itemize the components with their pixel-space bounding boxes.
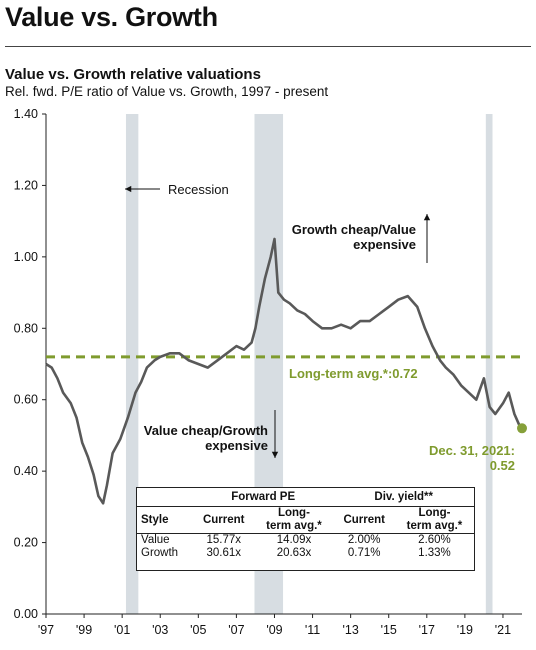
row-dy-avg: 2.60% [394,533,474,547]
x-tick-label: '03 [152,623,168,637]
growth-cheap-arrow-head [423,214,431,221]
dy-long-term-header-line2: term avg.* [406,520,463,532]
pe-current-header: Current [192,506,255,534]
value-cheap-line1: Value cheap/Growth [143,423,268,438]
table-row: Growth 30.61x 20.63x 0.71% 1.33% [137,547,474,560]
title-divider [5,46,531,47]
x-tick-label: '07 [228,623,244,637]
row-dy-avg: 1.33% [418,547,451,559]
recession-band [485,114,493,614]
dy-long-term-header-line1: Long- [418,507,451,519]
row-pe-avg: 14.09x [254,533,334,547]
x-tick-label: '09 [266,623,282,637]
end-label-line2: 0.52 [489,458,515,473]
row-dy-current: 2.00% [333,533,395,547]
recession-band [125,114,139,614]
x-tick-label: '99 [76,623,92,637]
table-column-header-row: Style Current Long- term avg.* Current L… [137,506,474,534]
end-label-line1: Dec. 31, 2021: [428,443,515,458]
value-cheap-line2: expensive [205,438,268,453]
table-group-header-row: Forward PE Div. yield** [137,488,474,507]
y-tick-label: 0.20 [14,536,38,550]
pe-long-term-header-line1: Long- [277,507,310,519]
value-cheap-arrow-head [271,451,279,458]
pe-long-term-header-line2: term avg.* [266,520,322,532]
row-style: Growth [141,547,179,559]
end-point-marker [517,423,527,434]
value-cheap-label: Value cheap/Growth expensive [140,423,268,453]
y-tick-label: 0.00 [14,607,38,621]
x-tick-label: '05 [190,623,206,637]
x-tick-label: '17 [419,623,435,637]
x-tick-label: '19 [457,623,473,637]
pe-long-term-header: Long- term avg.* [254,506,334,534]
forward-pe-header: Forward PE [231,491,296,503]
chart-title: Value vs. Growth relative valuations [5,66,261,83]
div-yield-header: Div. yield** [374,491,434,503]
table-row: Value 15.77x 14.09x 2.00% 2.60% [137,533,474,547]
long-term-avg-label: Long-term avg.*:0.72 [289,366,418,381]
x-tick-label: '97 [38,623,54,637]
recession-arrow-head [125,185,132,193]
y-tick-label: 0.40 [14,464,38,478]
x-tick-label: '13 [342,623,358,637]
x-tick-label: '01 [114,623,130,637]
growth-cheap-label: Growth cheap/Value expensive [288,222,416,252]
chart-subtitle: Rel. fwd. P/E ratio of Value vs. Growth,… [5,84,329,99]
growth-cheap-line1: Growth cheap/Value [291,222,416,237]
x-tick-label: '15 [381,623,397,637]
row-pe-current: 30.61x [206,547,241,559]
row-pe-avg: 20.63x [276,547,312,559]
y-tick-label: 0.80 [14,321,38,335]
row-pe-current: 15.77x [192,533,255,547]
series-line [45,237,524,505]
valuation-table: Forward PE Div. yield** Style Current Lo… [136,487,475,571]
style-header: Style [137,506,193,534]
dy-long-term-header: Long- term avg.* [394,506,474,534]
y-tick-label: 1.20 [14,178,38,192]
growth-cheap-line2: expensive [353,237,416,252]
row-dy-current: 0.71% [347,547,381,559]
y-tick-label: 1.00 [14,250,38,264]
x-tick-label: '21 [495,623,511,637]
x-tick-label: '11 [305,623,320,637]
row-style: Value [137,533,193,547]
page-title: Value vs. Growth [5,2,218,32]
y-tick-label: 0.60 [14,393,38,407]
recession-label: Recession [168,182,229,197]
end-value-label: Dec. 31, 2021: 0.52 [395,443,515,473]
dy-current-header: Current [333,506,395,534]
y-tick-label: 1.40 [14,107,38,121]
